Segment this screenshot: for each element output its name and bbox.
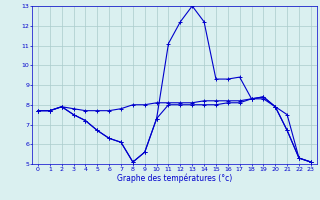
X-axis label: Graphe des températures (°c): Graphe des températures (°c) (117, 173, 232, 183)
